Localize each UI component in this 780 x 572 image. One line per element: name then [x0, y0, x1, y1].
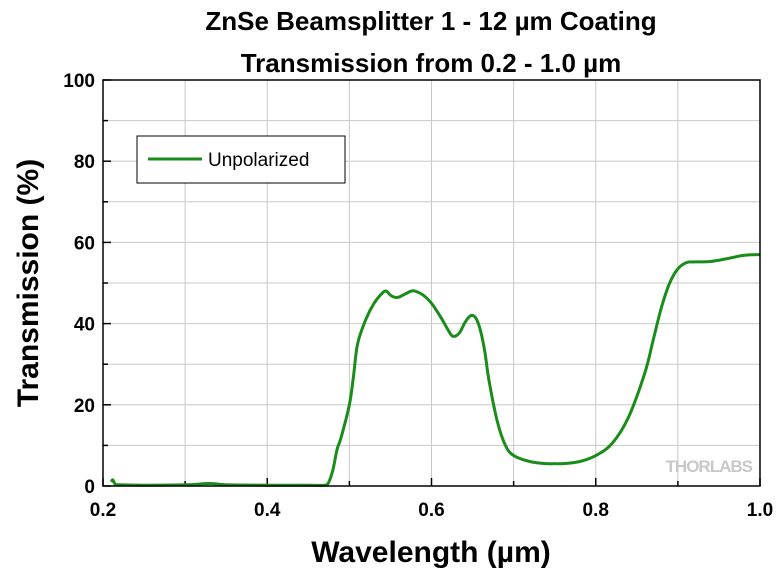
chart-subtitle: Transmission from 0.2 - 1.0 µm — [241, 48, 622, 78]
x-tick-label: 0.6 — [418, 500, 444, 521]
y-axis-label: Transmission (%) — [12, 159, 45, 407]
plot-frame — [102, 79, 761, 487]
y-tick-label: 80 — [74, 152, 95, 173]
x-tick-label: 0.8 — [583, 500, 609, 521]
grid — [103, 80, 760, 486]
legend-label-unpolarized: Unpolarized — [208, 150, 309, 171]
x-tick-label: 1.0 — [747, 500, 773, 521]
series-group — [109, 253, 761, 487]
y-tick-label: 20 — [74, 396, 95, 417]
y-tick-label: 100 — [63, 71, 95, 92]
y-tick-label: 60 — [74, 233, 95, 254]
thorlabs-watermark: THORLABS — [666, 457, 753, 476]
chart-title: ZnSe Beamsplitter 1 - 12 µm Coating — [205, 6, 656, 36]
y-tick-label: 40 — [74, 315, 95, 336]
x-tick-label: 0.2 — [90, 500, 116, 521]
legend: Unpolarized — [136, 135, 346, 184]
y-tick-labels: 0 20 40 60 80 100 — [63, 71, 95, 498]
x-tick-labels: 0.2 0.4 0.6 0.8 1.0 — [90, 500, 773, 521]
series-line-unpolarized — [109, 253, 761, 487]
y-tick-label: 0 — [84, 477, 95, 498]
x-tick-label: 0.4 — [254, 500, 281, 521]
x-axis-label: Wavelength (µm) — [311, 536, 551, 569]
